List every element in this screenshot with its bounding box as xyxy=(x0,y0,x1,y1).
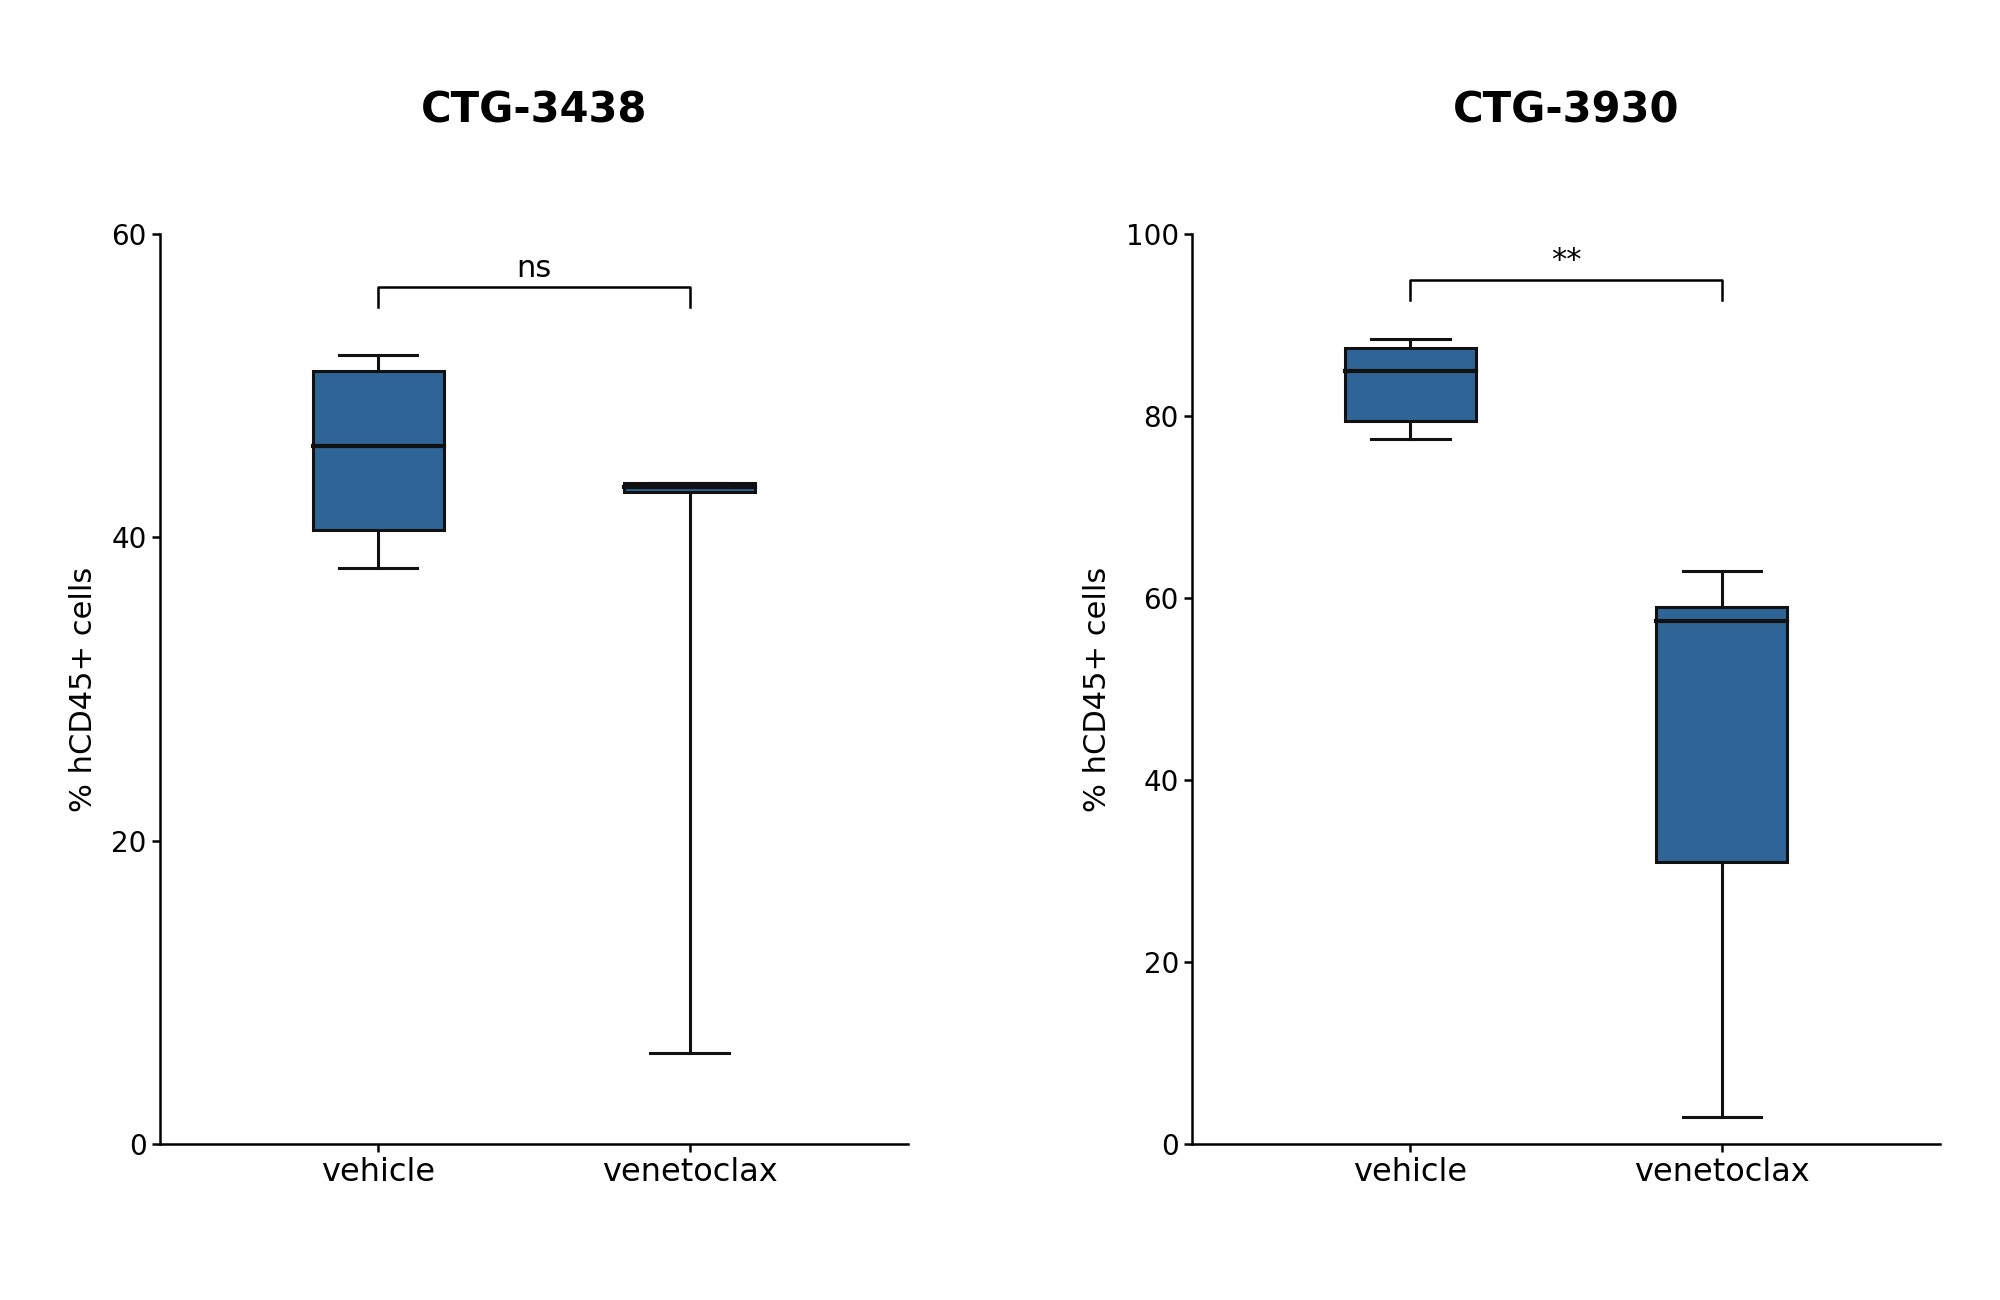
Y-axis label: % hCD45+ cells: % hCD45+ cells xyxy=(1082,567,1112,811)
Title: CTG-3438: CTG-3438 xyxy=(420,90,648,131)
Text: ns: ns xyxy=(516,254,552,282)
FancyBboxPatch shape xyxy=(1656,607,1788,862)
FancyBboxPatch shape xyxy=(312,370,444,530)
FancyBboxPatch shape xyxy=(624,482,756,491)
FancyBboxPatch shape xyxy=(1344,347,1476,421)
Y-axis label: % hCD45+ cells: % hCD45+ cells xyxy=(68,567,98,811)
Text: **: ** xyxy=(1550,246,1582,276)
Title: CTG-3930: CTG-3930 xyxy=(1452,90,1680,131)
